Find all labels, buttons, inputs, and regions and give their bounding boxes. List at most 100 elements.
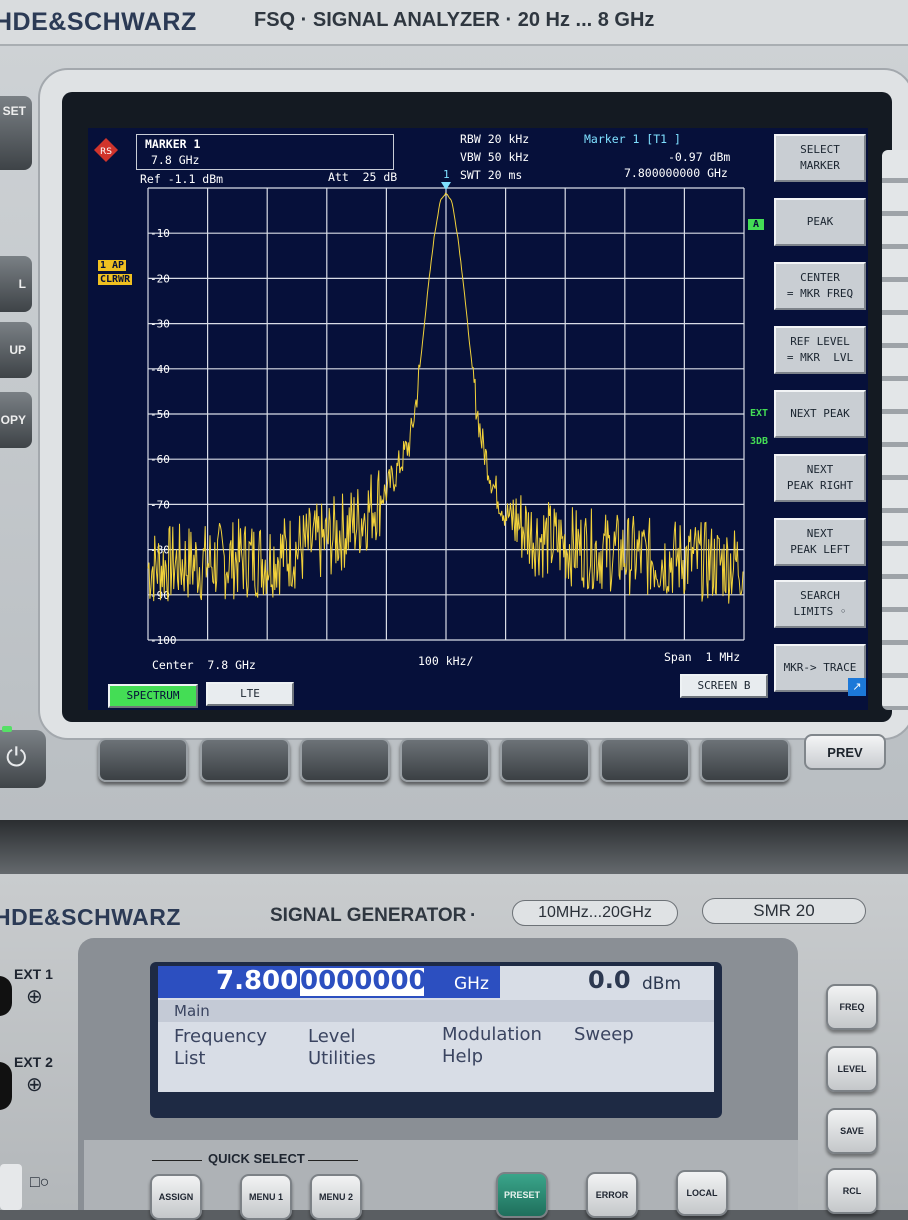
ext2-label: EXT 2: [14, 1054, 53, 1070]
analyzer-brand-logo: HDE&SCHWARZ: [0, 8, 197, 36]
local-key[interactable]: LOCAL: [676, 1170, 728, 1216]
y-tick-label: -70: [150, 498, 170, 511]
rcl-key[interactable]: RCL: [826, 1168, 878, 1214]
svg-text:RS: RS: [100, 147, 112, 157]
softkey-search-limits[interactable]: SEARCH LIMITS ◦: [774, 580, 866, 628]
menu-item-level[interactable]: Level: [308, 1026, 356, 1047]
quick-select-rule-left: [152, 1160, 202, 1161]
prev-button-label: PREV: [827, 744, 863, 760]
freq-key-label: FREQ: [839, 1002, 865, 1012]
bezel-grip: [882, 150, 908, 710]
generator-display: 7.800 0000000 GHz 0.0 dBm Main Frequency…: [158, 966, 714, 1092]
menu-item-help[interactable]: Help: [442, 1046, 484, 1067]
side-indicator-3db: 3DB: [750, 436, 769, 447]
marker-readout-level: -0.97 dBm: [668, 150, 731, 164]
tab-lte[interactable]: LTE: [206, 682, 294, 706]
preset-key[interactable]: PRESET: [496, 1172, 548, 1218]
softkey-select-marker[interactable]: SELECT MARKER: [774, 134, 866, 182]
square-circle-icon: □○: [30, 1174, 50, 1191]
error-key[interactable]: ERROR: [586, 1172, 638, 1218]
marker-readout-title: Marker 1 [T1 ]: [584, 132, 681, 146]
softkey-center-mkr-freq[interactable]: CENTER = MKR FREQ: [774, 262, 866, 310]
hw-softkey-4[interactable]: [400, 738, 490, 782]
menu-title: Main: [174, 1002, 210, 1020]
quick-select-rule-right: [308, 1160, 358, 1161]
hw-softkey-7[interactable]: [700, 738, 790, 782]
instrument-gap: [0, 820, 908, 880]
left-button-3[interactable]: UP: [0, 322, 32, 378]
frequency-cursor-field: [300, 968, 424, 996]
freq-key[interactable]: FREQ: [826, 984, 878, 1030]
softkey-next-peak-right[interactable]: NEXT PEAK RIGHT: [774, 454, 866, 502]
attenuation-label: Att 25 dB: [328, 170, 398, 184]
more-arrow-icon[interactable]: ↗: [848, 678, 866, 696]
power-led: [2, 726, 12, 732]
menu2-key[interactable]: MENU 2: [310, 1174, 362, 1220]
softkey-next-peak[interactable]: NEXT PEAK: [774, 390, 866, 438]
level-key[interactable]: LEVEL: [826, 1046, 878, 1092]
tab-screen-b[interactable]: SCREEN B: [680, 674, 768, 698]
power-icon: ⏻: [6, 742, 27, 772]
hw-softkey-3[interactable]: [300, 738, 390, 782]
setup-button-label: SET: [2, 104, 26, 118]
save-key[interactable]: SAVE: [826, 1108, 878, 1154]
left-button-3-label: UP: [9, 343, 26, 357]
marker-box-title: MARKER 1: [145, 137, 201, 151]
hw-softkey-6[interactable]: [600, 738, 690, 782]
generator-title: SIGNAL GENERATOR: [270, 905, 467, 926]
copy-button[interactable]: OPY: [0, 392, 32, 448]
generator-range-pill: 10MHz...20GHz: [512, 900, 678, 926]
hw-softkey-5[interactable]: [500, 738, 590, 782]
ext2-connector[interactable]: [0, 1062, 12, 1110]
local-key-label: LOCAL: [686, 1188, 718, 1198]
copy-button-label: OPY: [0, 413, 26, 427]
rcl-key-label: RCL: [842, 1186, 862, 1196]
ext1-connector[interactable]: [0, 976, 12, 1016]
trace-indicator-1: 1 AP: [98, 260, 127, 271]
menu-title-bar: Main: [158, 1000, 714, 1022]
y-tick-label: -10: [150, 227, 170, 240]
y-tick-label: -50: [150, 408, 170, 421]
softkey-peak[interactable]: PEAK: [774, 198, 866, 246]
softkey-ref-level-mkr-lvl[interactable]: REF LEVEL = MKR LVL: [774, 326, 866, 374]
left-button-2[interactable]: L: [0, 256, 32, 312]
softkey-next-peak-left[interactable]: NEXT PEAK LEFT: [774, 518, 866, 566]
span-label: Span 1 MHz: [664, 650, 741, 664]
generator-title-dot: ·: [470, 905, 477, 926]
swt-label: SWT 20 ms: [460, 168, 523, 182]
generator-brand-logo: HDE&SCHWARZ: [0, 904, 181, 930]
marker-box-freq: 7.8 GHz: [151, 153, 200, 167]
analyzer-model-label: FSQ · SIGNAL ANALYZER · 20 Hz ... 8 GHz: [254, 9, 655, 31]
menu-item-frequency[interactable]: Frequency: [174, 1026, 267, 1047]
tab-spectrum[interactable]: SPECTRUM: [108, 684, 198, 708]
save-key-label: SAVE: [840, 1126, 864, 1136]
setup-button[interactable]: SET: [0, 96, 32, 170]
level-value[interactable]: 0.0: [588, 966, 631, 994]
level-unit: dBm: [642, 974, 682, 994]
hw-softkey-1[interactable]: [98, 738, 188, 782]
menu1-key-label: MENU 1: [248, 1192, 283, 1202]
analyzer-display: RS MARKER 1 7.8 GHz Ref -1.1 dBm Att 25 …: [88, 128, 868, 710]
side-switch[interactable]: [0, 1164, 22, 1210]
ref-level-label: Ref -1.1 dBm: [140, 172, 224, 186]
rs-logo-icon: RS: [92, 136, 120, 164]
menu-item-modulation[interactable]: Modulation: [442, 1024, 542, 1045]
division-label: 100 kHz/: [418, 654, 474, 668]
assign-key[interactable]: ASSIGN: [150, 1174, 202, 1220]
y-tick-label: -100: [150, 634, 177, 647]
y-tick-label: -40: [150, 363, 170, 376]
left-button-2-label: L: [18, 277, 26, 291]
hw-softkey-2[interactable]: [200, 738, 290, 782]
menu1-key[interactable]: MENU 1: [240, 1174, 292, 1220]
prev-button[interactable]: PREV: [804, 734, 886, 770]
frequency-unit: GHz: [454, 974, 489, 994]
side-indicator-ext: EXT: [750, 408, 769, 419]
power-button[interactable]: ⏻: [0, 730, 46, 788]
quick-select-label: QUICK SELECT: [208, 1151, 305, 1166]
assign-key-label: ASSIGN: [158, 1192, 194, 1202]
menu-item-list[interactable]: List: [174, 1048, 206, 1069]
menu-item-sweep[interactable]: Sweep: [574, 1024, 634, 1045]
menu-item-utilities[interactable]: Utilities: [308, 1048, 376, 1069]
ext2-input-icon: ⊕: [26, 1074, 43, 1096]
preset-key-label: PRESET: [503, 1190, 540, 1200]
